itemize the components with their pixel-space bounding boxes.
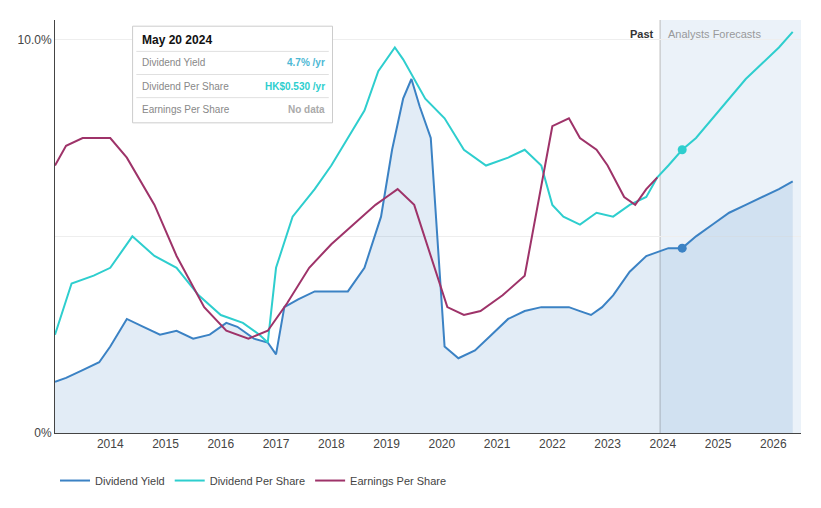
svg-text:May 20 2024: May 20 2024 [142, 33, 212, 47]
svg-text:2022: 2022 [539, 437, 566, 451]
svg-text:Dividend Per Share: Dividend Per Share [210, 475, 305, 487]
svg-text:Earnings Per Share: Earnings Per Share [350, 475, 446, 487]
svg-text:2014: 2014 [97, 437, 124, 451]
svg-text:2016: 2016 [207, 437, 234, 451]
svg-text:2017: 2017 [263, 437, 290, 451]
svg-text:2021: 2021 [484, 437, 511, 451]
svg-text:2023: 2023 [594, 437, 621, 451]
svg-text:2019: 2019 [373, 437, 400, 451]
svg-text:2025: 2025 [705, 437, 732, 451]
svg-text:2015: 2015 [152, 437, 179, 451]
svg-text:2020: 2020 [428, 437, 455, 451]
svg-text:0%: 0% [34, 426, 52, 440]
svg-text:2024: 2024 [649, 437, 676, 451]
svg-text:2018: 2018 [318, 437, 345, 451]
svg-text:2026: 2026 [760, 437, 787, 451]
svg-text:Dividend Yield: Dividend Yield [95, 475, 165, 487]
svg-text:10.0%: 10.0% [18, 33, 52, 47]
svg-text:HK$0.530 /yr: HK$0.530 /yr [265, 81, 325, 92]
svg-text:Past: Past [630, 28, 654, 40]
svg-text:Dividend Yield: Dividend Yield [142, 57, 205, 68]
svg-text:Earnings Per Share: Earnings Per Share [142, 104, 230, 115]
svg-text:4.7% /yr: 4.7% /yr [287, 57, 325, 68]
svg-text:Dividend Per Share: Dividend Per Share [142, 81, 229, 92]
svg-text:No data: No data [288, 104, 325, 115]
svg-text:Analysts Forecasts: Analysts Forecasts [668, 28, 761, 40]
